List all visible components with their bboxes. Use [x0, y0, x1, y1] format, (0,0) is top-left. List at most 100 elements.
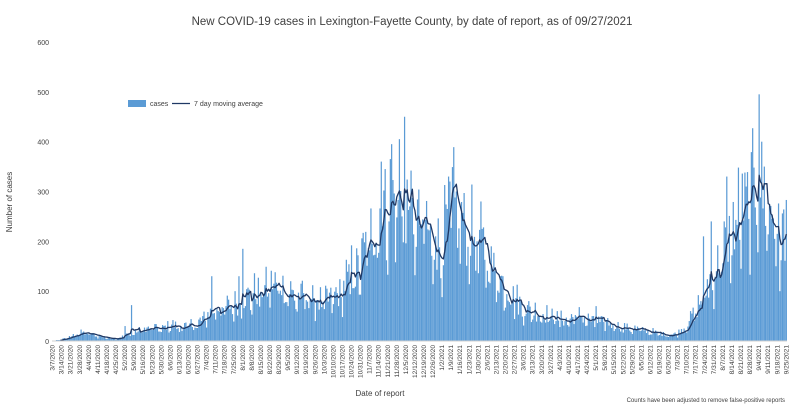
x-tick-label: 4/4/2020: [86, 345, 93, 371]
case-bar: [651, 334, 653, 341]
case-bar: [160, 332, 162, 341]
case-bar: [370, 208, 372, 341]
case-bar: [279, 290, 281, 341]
case-bar: [658, 335, 661, 341]
case-bar: [284, 302, 287, 341]
case-bar: [176, 329, 178, 341]
case-bar: [226, 295, 228, 341]
x-tick-label: 10/31/2020: [358, 345, 365, 378]
case-bar: [336, 293, 338, 341]
case-bar: [300, 283, 302, 341]
case-bar: [423, 243, 425, 341]
case-bar: [616, 328, 618, 341]
case-bar: [321, 307, 323, 341]
case-bar: [702, 236, 705, 341]
case-bar: [464, 224, 467, 341]
case-bar: [362, 232, 364, 341]
case-bar: [752, 128, 754, 341]
case-bar: [727, 261, 729, 341]
case-bar: [640, 330, 643, 341]
case-bar: [625, 329, 627, 341]
case-bar: [554, 324, 556, 341]
case-bar: [467, 246, 469, 341]
y-axis-label: Number of cases: [5, 172, 14, 232]
case-bar: [400, 191, 402, 341]
case-bar: [781, 213, 784, 341]
case-bar: [261, 297, 263, 341]
case-bar: [392, 180, 394, 341]
case-bar: [664, 335, 666, 341]
case-bar: [498, 292, 500, 341]
case-bar: [231, 314, 234, 341]
case-bar: [418, 189, 420, 341]
case-bar: [419, 225, 421, 341]
case-bar: [293, 300, 296, 341]
case-bar: [746, 172, 749, 341]
case-bar: [143, 327, 146, 341]
case-bar: [678, 329, 680, 341]
case-bar: [598, 316, 600, 341]
case-bar: [476, 241, 478, 341]
case-bar: [647, 330, 649, 341]
case-bar: [169, 331, 171, 341]
case-bar: [596, 323, 599, 341]
case-bar: [525, 313, 527, 341]
case-bar: [256, 304, 258, 341]
case-bar: [534, 302, 536, 341]
case-bar: [535, 321, 538, 341]
case-bar: [660, 333, 662, 341]
footnote: Counts have been adjusted to remove fals…: [627, 398, 785, 404]
case-bar: [357, 255, 359, 341]
case-bar: [481, 228, 483, 342]
case-bar: [391, 144, 393, 341]
case-bar: [139, 332, 142, 341]
case-bar: [378, 252, 380, 341]
case-bar: [491, 268, 494, 341]
case-bar: [173, 327, 175, 341]
case-bar: [381, 226, 384, 341]
case-bar: [234, 291, 236, 341]
case-bar: [196, 328, 199, 341]
x-tick-label: 9/19/2020: [303, 345, 310, 375]
case-bar: [218, 312, 221, 341]
case-bar: [356, 248, 358, 341]
case-bar: [438, 247, 441, 341]
case-bar: [546, 305, 548, 341]
case-bar: [728, 215, 730, 341]
case-bar: [590, 322, 592, 341]
case-bar: [205, 327, 208, 341]
case-bar: [599, 322, 601, 341]
case-bar: [332, 304, 335, 341]
case-bar: [235, 303, 237, 342]
case-bar: [607, 318, 609, 341]
case-bar: [455, 191, 457, 341]
case-bar: [644, 328, 646, 341]
case-bar: [458, 228, 460, 341]
case-bar: [174, 321, 177, 341]
case-bar: [80, 329, 82, 341]
case-bar: [168, 332, 170, 341]
x-tick-label: 9/25/2021: [783, 345, 790, 375]
case-bar: [380, 161, 382, 341]
case-bar: [749, 274, 751, 341]
legend-label-cases: cases: [150, 101, 169, 108]
case-bar: [339, 279, 341, 341]
x-tick-label: 4/3/2021: [557, 345, 564, 371]
case-bar: [620, 331, 622, 341]
case-bar: [556, 311, 558, 341]
case-bar: [638, 328, 640, 341]
case-bar: [776, 233, 778, 341]
case-bar: [429, 225, 432, 341]
case-bar: [563, 325, 565, 341]
bars-layer: [53, 94, 787, 342]
case-bar: [755, 224, 758, 341]
case-bar: [102, 337, 104, 341]
case-bar: [312, 285, 314, 341]
case-bar: [626, 323, 628, 341]
x-tick-label: 1/9/2021: [448, 345, 455, 371]
case-bar: [306, 301, 309, 341]
case-bar: [783, 209, 785, 341]
case-bar: [398, 139, 401, 341]
case-bar: [335, 287, 337, 341]
